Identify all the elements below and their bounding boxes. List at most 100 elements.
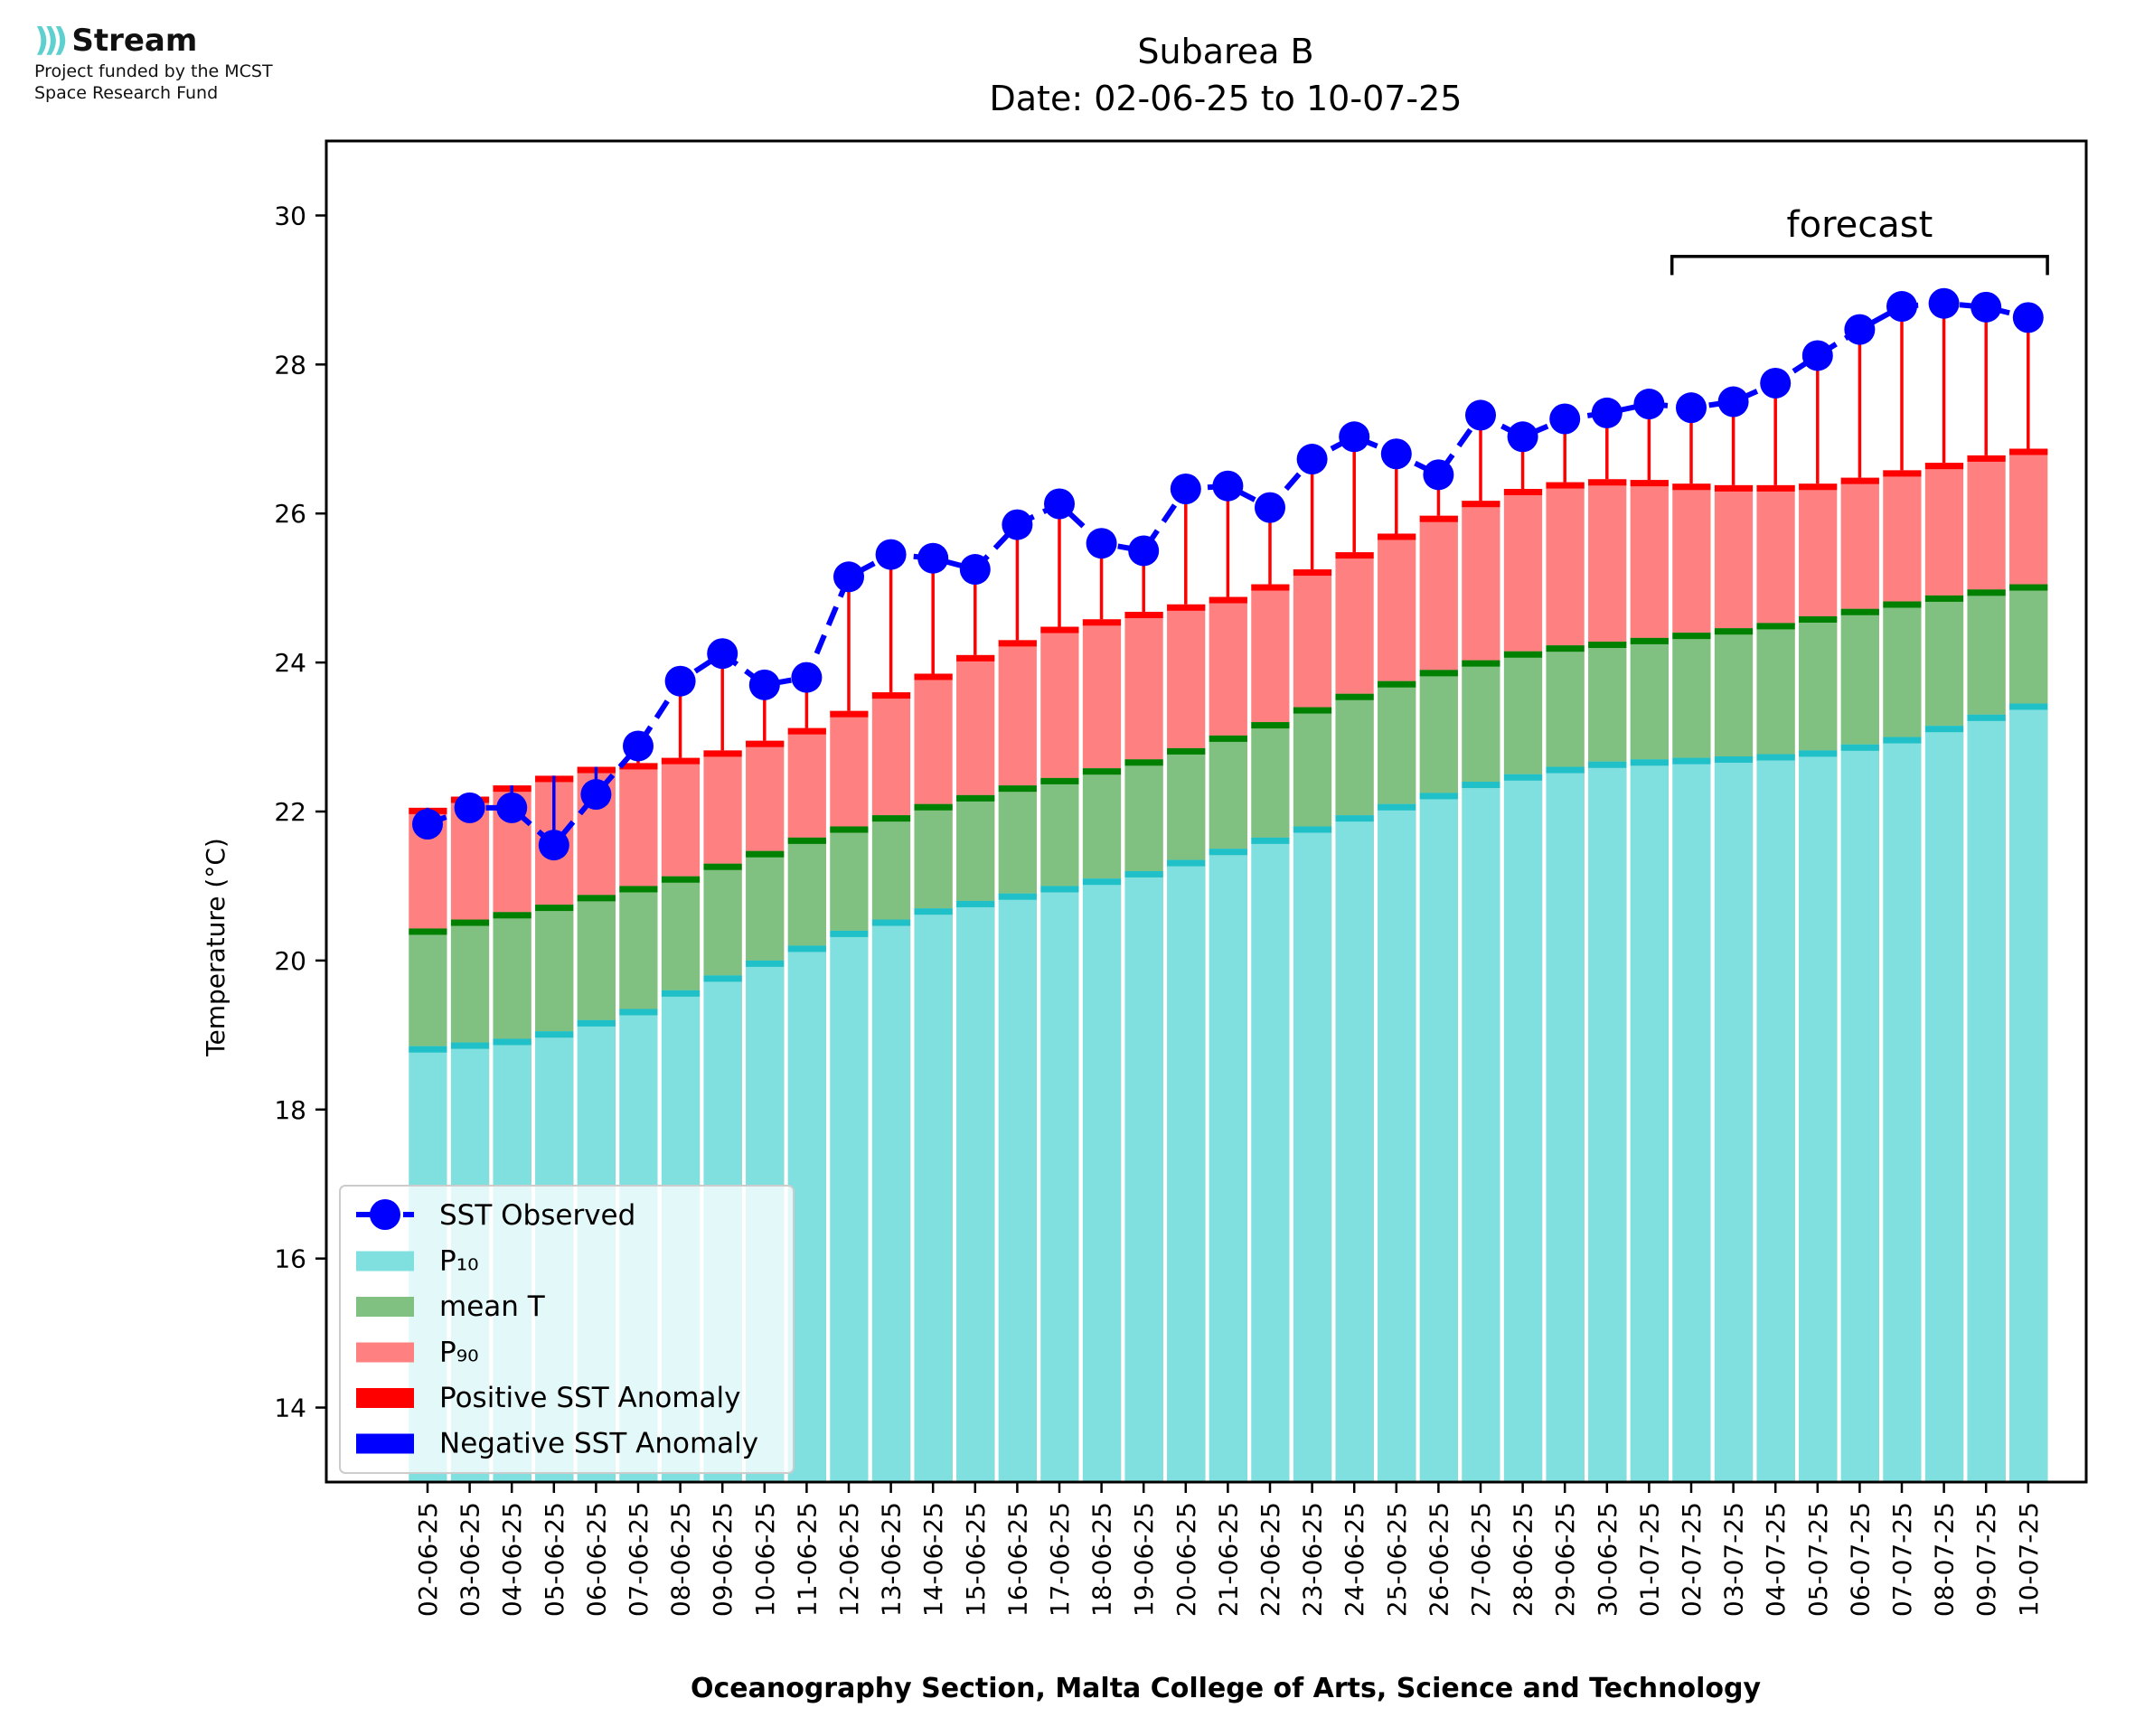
bar-p10 xyxy=(1839,744,1879,1482)
sst-observed-point xyxy=(917,542,949,574)
bar-p10 xyxy=(1714,755,1754,1482)
x-tick-label: 07-06-25 xyxy=(624,1502,654,1617)
bar-p10 xyxy=(1039,886,1079,1482)
bar-p10 xyxy=(1882,737,1922,1482)
p10-cap xyxy=(1293,826,1332,833)
mean-cap xyxy=(745,850,785,858)
sst-observed-point xyxy=(1886,291,1917,323)
p90-cap xyxy=(955,654,995,662)
bar-p10 xyxy=(1966,714,2006,1482)
x-tick-label: 24-06-25 xyxy=(1340,1502,1369,1617)
mean-cap xyxy=(1503,651,1543,658)
bar-p10 xyxy=(1671,757,1711,1482)
sst-observed-point xyxy=(1002,509,1033,540)
chart-title-line2: Date: 02-06-25 to 10-07-25 xyxy=(990,79,1463,118)
bar-p10 xyxy=(1755,754,1795,1482)
sst-observed-point xyxy=(664,665,696,697)
sst-observed-point xyxy=(454,792,485,823)
legend-swatch xyxy=(356,1251,414,1272)
sst-observed-point xyxy=(538,830,569,861)
x-tick-label: 27-06-25 xyxy=(1466,1502,1496,1617)
bar-p10 xyxy=(1629,759,1669,1482)
mean-cap xyxy=(1966,589,2006,596)
mean-cap xyxy=(1882,601,1922,608)
p10-cap xyxy=(1503,774,1543,781)
sst-observed-point xyxy=(1844,314,1876,345)
p10-cap xyxy=(450,1042,490,1049)
x-tick-label: 01-07-25 xyxy=(1634,1502,1664,1617)
p10-cap xyxy=(661,990,701,997)
p10-cap xyxy=(1966,714,2006,721)
legend-marker-sst-observed xyxy=(370,1199,400,1230)
forecast-label: forecast xyxy=(1787,204,1933,246)
mean-cap xyxy=(1418,670,1458,677)
p10-cap xyxy=(1124,870,1163,877)
sst-observed-point xyxy=(1212,470,1244,502)
p90-cap xyxy=(997,640,1037,647)
x-tick-label: 10-06-25 xyxy=(750,1502,780,1617)
legend-swatch xyxy=(356,1433,414,1454)
p10-cap xyxy=(1039,886,1079,893)
x-tick-label: 05-07-25 xyxy=(1803,1502,1833,1617)
x-tick-label: 15-06-25 xyxy=(961,1502,991,1617)
p90-cap xyxy=(1461,501,1500,508)
p10-cap xyxy=(1208,849,1247,856)
sst-observed-point xyxy=(1801,340,1833,371)
sst-observed-point xyxy=(1928,287,1960,319)
mean-cap xyxy=(1250,722,1290,729)
p10-cap xyxy=(2008,703,2048,710)
p10-cap xyxy=(576,1019,616,1027)
bar-p10 xyxy=(1166,859,1206,1482)
x-tick-label: 19-06-25 xyxy=(1129,1502,1159,1617)
p90-cap xyxy=(661,757,701,765)
mean-cap xyxy=(786,837,826,844)
sst-observed-point xyxy=(748,669,780,700)
bar-p10 xyxy=(1503,774,1543,1482)
p10-cap xyxy=(1629,759,1669,766)
x-tick-label: 28-06-25 xyxy=(1509,1502,1538,1617)
bar-p10 xyxy=(1377,803,1416,1482)
x-tick-label: 09-07-25 xyxy=(1971,1502,2001,1617)
sst-observed-point xyxy=(707,638,738,670)
sst-observed-point xyxy=(1423,459,1454,491)
p10-cap xyxy=(1882,737,1922,744)
p10-cap xyxy=(618,1009,658,1016)
mean-cap xyxy=(661,876,701,883)
p10-cap xyxy=(786,945,826,952)
y-tick-label: 26 xyxy=(274,499,306,529)
mean-cap xyxy=(1039,777,1079,784)
p90-cap xyxy=(786,727,826,735)
x-tick-label: 03-06-25 xyxy=(456,1502,485,1617)
bar-p10 xyxy=(871,919,911,1482)
mean-cap xyxy=(576,895,616,902)
p90-cap xyxy=(1503,489,1543,496)
sst-observed-point xyxy=(1971,291,2002,323)
x-tick-label: 10-07-25 xyxy=(2014,1502,2044,1617)
mean-cap xyxy=(534,905,574,912)
mean-cap xyxy=(997,785,1037,793)
p10-cap xyxy=(534,1031,574,1038)
sst-observed-point xyxy=(1507,421,1538,453)
bar-p10 xyxy=(1208,849,1247,1482)
p10-cap xyxy=(1798,750,1838,757)
x-tick-label: 08-06-25 xyxy=(666,1502,696,1617)
p10-cap xyxy=(408,1046,447,1053)
x-tick-label: 29-06-25 xyxy=(1550,1502,1580,1617)
legend-label: SST Observed xyxy=(439,1199,635,1232)
logo-name: Stream xyxy=(71,22,198,59)
mean-cap xyxy=(913,803,953,811)
legend-label: mean T xyxy=(439,1290,546,1323)
sst-observed-point xyxy=(1465,399,1496,431)
x-tick-label: 04-06-25 xyxy=(497,1502,527,1617)
plot-area: 14 16 18 20 22 24 26 28 30 02-06-25 03-06-25 04-06-… xyxy=(274,139,2088,1617)
sst-observed-point xyxy=(1296,444,1328,475)
bar-p10 xyxy=(1798,750,1838,1482)
y-axis-label: Temperature (°C) xyxy=(201,838,230,1057)
x-tick-label: 30-06-25 xyxy=(1593,1502,1623,1617)
legend-label: Negative SST Anomaly xyxy=(439,1428,758,1460)
p90-cap xyxy=(1250,584,1290,591)
p10-cap xyxy=(913,908,953,915)
p90-cap xyxy=(1629,480,1669,487)
sst-observed-point xyxy=(875,539,907,570)
p90-cap xyxy=(1082,619,1122,626)
